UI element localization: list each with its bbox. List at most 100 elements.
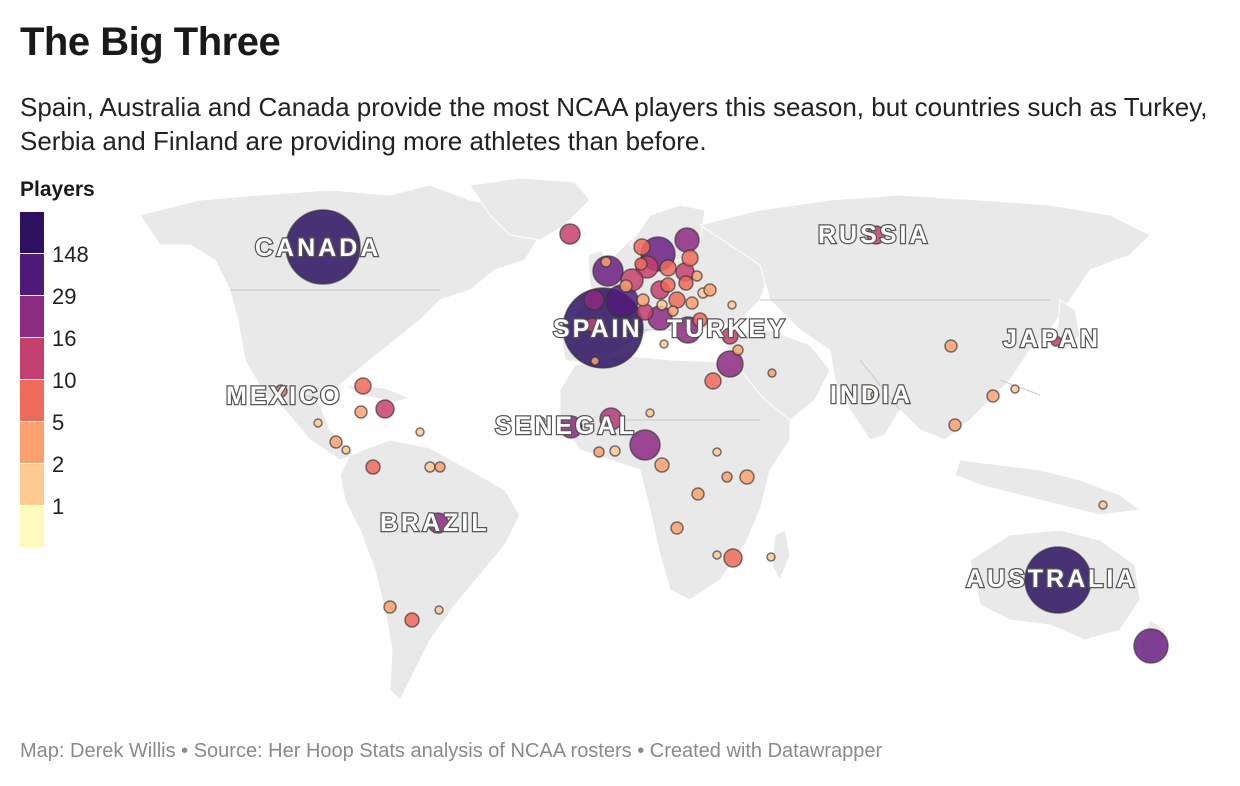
label-mexico: MEXICO [226, 382, 343, 410]
bubble-czech[interactable] [633, 238, 651, 256]
bubble-india[interactable] [870, 390, 880, 400]
bubble-morocco[interactable] [590, 356, 600, 366]
legend-title: Players [20, 178, 95, 201]
bubble-latvia[interactable] [659, 259, 677, 277]
label-india: INDIA [830, 381, 913, 409]
bubble-japan[interactable] [1050, 335, 1062, 347]
bubble-trinidad[interactable] [424, 461, 436, 473]
bubble-kenya[interactable] [739, 469, 755, 485]
bubble-russia[interactable] [866, 225, 886, 245]
bubble-congo[interactable] [691, 487, 705, 501]
bubble-cape-verde[interactable] [536, 416, 546, 426]
bubble-belgium[interactable] [619, 279, 633, 293]
africa-landmass [559, 354, 791, 601]
label-brazil: BRAZIL [380, 509, 490, 537]
chart-subtitle: Spain, Australia and Canada provide the … [20, 92, 1208, 156]
legend-swatch [20, 338, 44, 379]
bubble-netherlands[interactable] [600, 256, 612, 268]
bubble-png[interactable] [1098, 500, 1108, 510]
bubble-greece[interactable] [692, 312, 708, 328]
world-map[interactable]: CANADA RUSSIA SPAIN TURKEY JAPAN MEXICO … [0, 170, 1240, 710]
bubble-moldova[interactable] [703, 283, 717, 297]
bubble-niger[interactable] [645, 408, 655, 418]
bubble-zimbabwe[interactable] [712, 550, 722, 560]
legend-label: 29 [52, 284, 77, 309]
bubble-senegal[interactable] [559, 415, 583, 439]
bubble-philippines[interactable] [986, 389, 1000, 403]
bubble-cuba[interactable] [354, 377, 372, 395]
bubble-angola[interactable] [670, 521, 684, 535]
footer-credits: Map: Derek Willis • Source: Her Hoop Sta… [20, 740, 883, 762]
bubble-cameroon[interactable] [654, 457, 670, 473]
bubble-denmark[interactable] [634, 257, 648, 271]
bubble-ghana[interactable] [609, 445, 621, 457]
bubble-algeria[interactable] [704, 372, 722, 390]
bubble-switzerland[interactable] [636, 293, 650, 307]
legend-swatch [20, 506, 44, 547]
legend-swatch [20, 464, 44, 505]
bubble-argentina[interactable] [404, 612, 420, 628]
bubble-guyana[interactable] [434, 461, 446, 473]
label-turkey: TURKEY [667, 315, 788, 343]
legend-swatch [20, 296, 44, 337]
bubble-thailand[interactable] [948, 418, 962, 432]
bubble-panama[interactable] [341, 445, 351, 455]
north-america-landmass [139, 184, 541, 461]
bubble-austria[interactable] [660, 277, 676, 293]
bubble-sweden[interactable] [678, 275, 694, 291]
label-spain: SPAIN [553, 315, 643, 343]
legend-label: 2 [52, 452, 65, 477]
bubble-egypt[interactable] [716, 350, 744, 378]
bubble-ukraine[interactable] [681, 249, 699, 267]
bubble-canada[interactable] [285, 209, 361, 285]
bubble-new-zealand[interactable] [1133, 628, 1169, 664]
se-asia-islands [954, 459, 1142, 516]
bubble-ethiopia[interactable] [721, 471, 733, 483]
bubble-south-africa[interactable] [723, 548, 743, 568]
bubble-bosnia[interactable] [667, 305, 679, 317]
bubble-jamaica[interactable] [415, 427, 425, 437]
legend-swatch [20, 212, 44, 253]
bubble-georgia[interactable] [727, 300, 737, 310]
bubble-china[interactable] [944, 339, 958, 353]
land-masses [139, 177, 1166, 701]
bubble-guatemala[interactable] [313, 418, 323, 428]
bubble-honduras[interactable] [329, 435, 343, 449]
bubble-sudan[interactable] [712, 447, 722, 457]
legend-swatch [20, 380, 44, 421]
bubble-portugal[interactable] [584, 317, 600, 333]
bubble-nigeria[interactable] [629, 429, 661, 461]
bubble-venezuela[interactable] [365, 459, 381, 475]
bubble-france[interactable] [583, 289, 605, 311]
player-bubbles [274, 209, 1169, 664]
legend-label: 16 [52, 326, 77, 351]
bubble-montenegro[interactable] [659, 339, 669, 349]
bubble-tunisia[interactable] [732, 344, 744, 356]
bubble-chile[interactable] [383, 600, 397, 614]
bubble-puerto-rico[interactable] [375, 399, 395, 419]
bubble-ivory-coast[interactable] [593, 446, 605, 458]
bubble-australia[interactable] [1024, 546, 1092, 614]
bubble-uruguay[interactable] [434, 605, 444, 615]
bubble-mali[interactable] [599, 407, 623, 431]
bubble-slovenia[interactable] [656, 299, 668, 311]
bubble-taiwan[interactable] [1010, 384, 1020, 394]
bubble-brazil[interactable] [427, 512, 449, 534]
bubble-lebanon[interactable] [767, 368, 777, 378]
bubble-romania[interactable] [685, 296, 699, 310]
label-russia: RUSSIA [818, 221, 930, 249]
label-australia: AUSTRALIA [966, 565, 1137, 593]
label-japan: JAPAN [1003, 325, 1101, 353]
bubble-estonia[interactable] [674, 227, 700, 253]
bubble-dominican[interactable] [354, 405, 368, 419]
bubble-mozambique[interactable] [766, 552, 776, 562]
bubble-israel[interactable] [721, 327, 739, 345]
legend-label: 148 [52, 242, 89, 267]
country-labels: CANADA RUSSIA SPAIN TURKEY JAPAN MEXICO … [225, 220, 1137, 595]
color-legend: 148 29 16 10 5 2 1 [20, 212, 110, 552]
bubble-norway[interactable] [691, 270, 703, 282]
legend-label: 5 [52, 410, 65, 435]
bubble-mexico[interactable] [274, 384, 288, 398]
label-canada: CANADA [255, 234, 381, 262]
bubble-iceland[interactable] [559, 223, 581, 245]
